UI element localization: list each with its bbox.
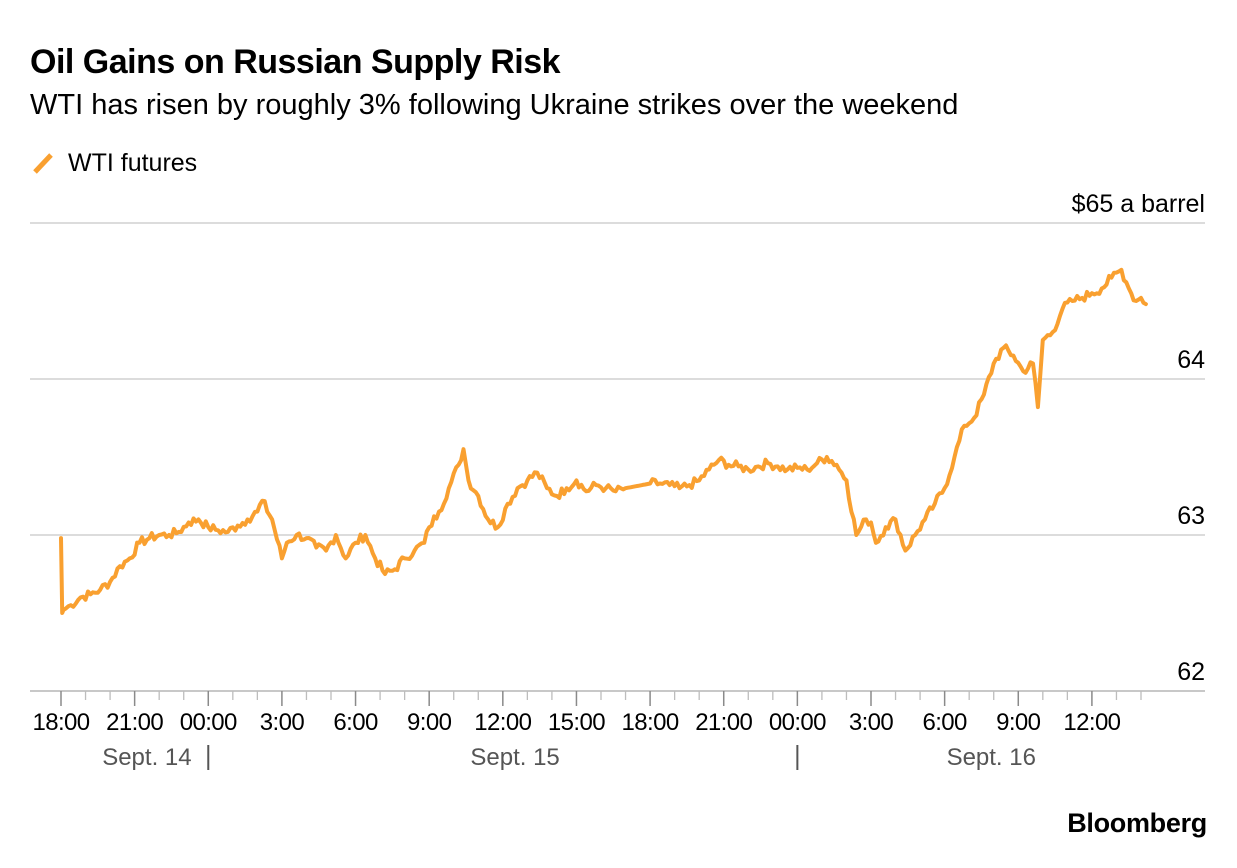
legend-label: WTI futures bbox=[68, 148, 198, 177]
series-layer bbox=[59, 267, 1148, 615]
date-label-1: Sept. 15 bbox=[470, 744, 559, 771]
chart-title: Oil Gains on Russian Supply Risk bbox=[30, 43, 561, 81]
x-tick-label-11: 3:00 bbox=[849, 709, 894, 736]
x-tick-label-14: 12:00 bbox=[1063, 709, 1120, 736]
x-tick-label-13: 9:00 bbox=[996, 709, 1041, 736]
x-tick-label-7: 15:00 bbox=[548, 709, 605, 736]
date-label-0: Sept. 14 bbox=[102, 744, 191, 771]
x-tick-label-3: 3:00 bbox=[260, 709, 305, 736]
legend-swatch-stroke bbox=[33, 153, 53, 174]
x-tick-label-6: 12:00 bbox=[474, 709, 531, 736]
legend: WTI futures bbox=[30, 147, 197, 179]
x-tick-label-4: 6:00 bbox=[333, 709, 378, 736]
y-tick-label-65: $65 a barrel bbox=[1072, 190, 1205, 218]
y-tick-label-62: 62 bbox=[1177, 658, 1205, 686]
x-tick-label-12: 6:00 bbox=[922, 709, 967, 736]
x-tick-label-1: 21:00 bbox=[106, 709, 163, 736]
chart-subtitle: WTI has risen by roughly 3% following Uk… bbox=[30, 89, 959, 121]
x-tick-label-9: 21:00 bbox=[695, 709, 752, 736]
x-tick-label-2: 00:00 bbox=[180, 709, 237, 736]
y-tick-label-64: 64 bbox=[1177, 346, 1205, 374]
source-credit: Bloomberg bbox=[1067, 808, 1207, 838]
x-tick-label-8: 18:00 bbox=[622, 709, 679, 736]
y-axis-labels: $65 a barrel 64 63 62 bbox=[1072, 190, 1206, 686]
gridlines bbox=[30, 222, 1205, 692]
x-tick-label-0: 18:00 bbox=[32, 709, 89, 736]
x-tick-label-5: 9:00 bbox=[407, 709, 452, 736]
x-tick-label-10: 00:00 bbox=[769, 709, 826, 736]
x-axis: 18:00 21:00 00:00 3:00 6:00 9:00 12:00 15:00 18:… bbox=[32, 691, 1142, 771]
date-label-2: Sept. 16 bbox=[947, 744, 1036, 771]
y-tick-label-63: 63 bbox=[1177, 502, 1205, 530]
series-line-wti-futures bbox=[59, 267, 1148, 615]
legend-swatch-icon bbox=[33, 153, 53, 174]
